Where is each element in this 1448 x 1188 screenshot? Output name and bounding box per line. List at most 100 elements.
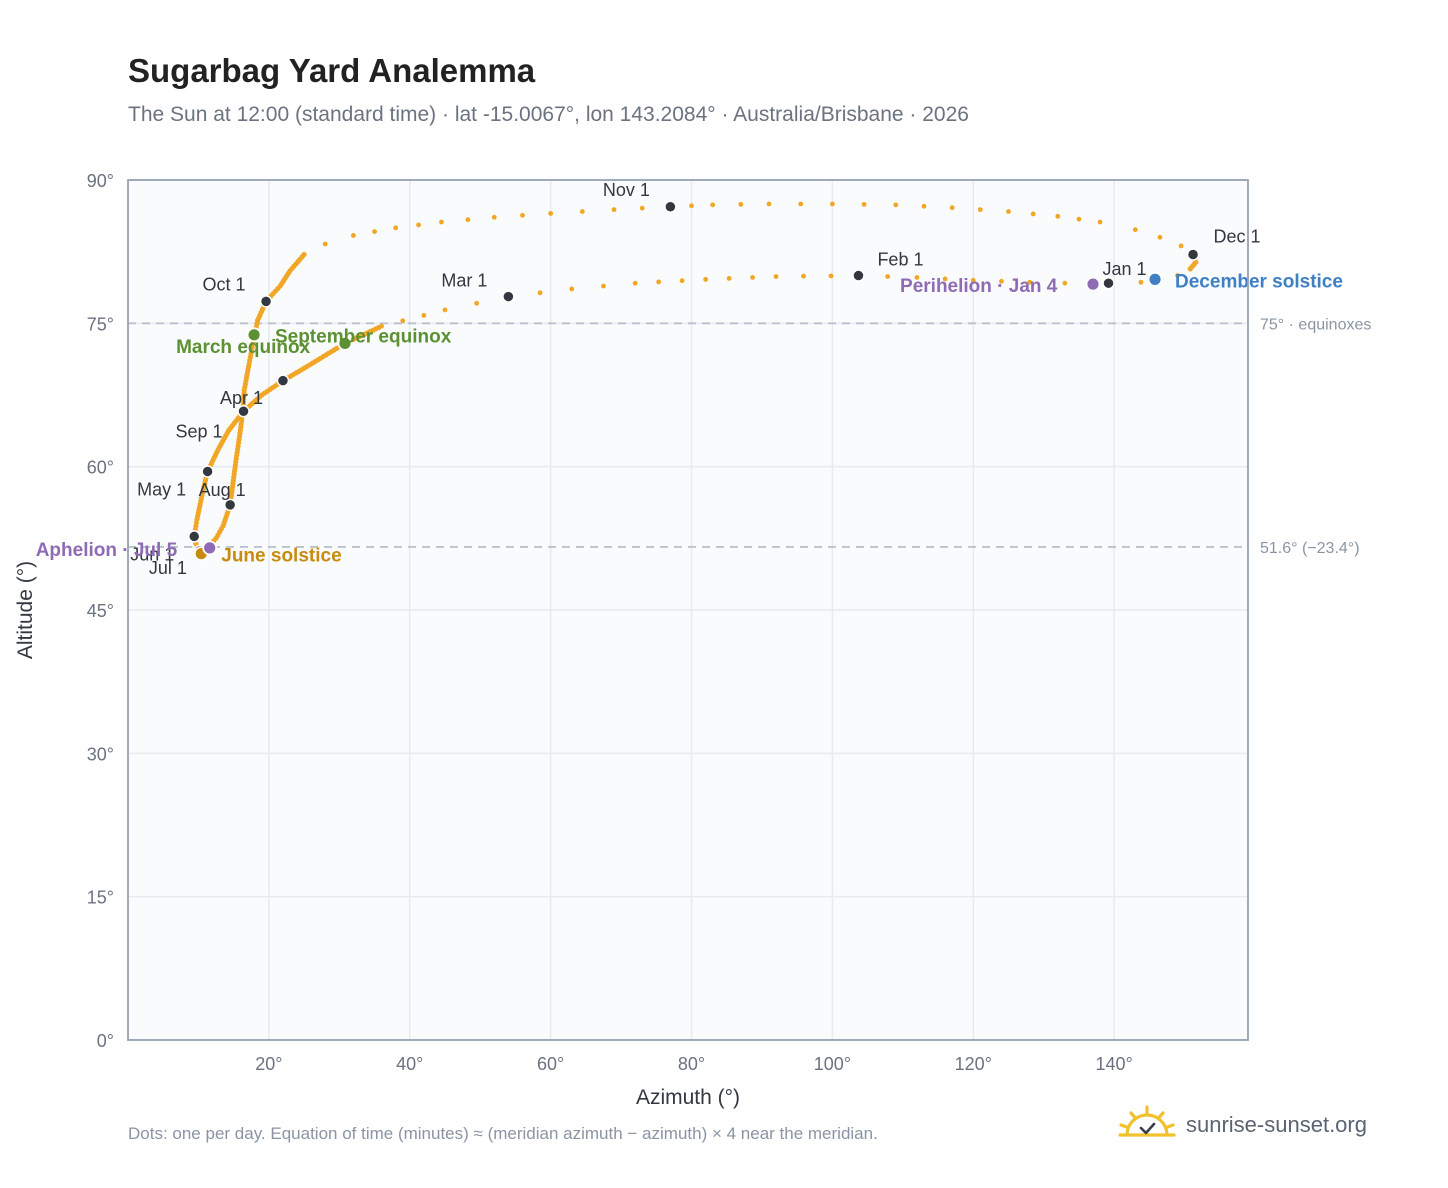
analemma-day-dot [1138, 279, 1144, 285]
brand-name: sunrise-sunset.org [1186, 1112, 1367, 1137]
analemma-day-dot [632, 280, 638, 286]
analemma-day-dot [1006, 209, 1011, 214]
analemma-day-dot [949, 205, 955, 211]
analemma-day-dot [548, 211, 554, 216]
event-marker [246, 327, 262, 343]
analemma-day-dot [703, 276, 709, 282]
analemma-day-dot [611, 207, 617, 213]
analemma-day-dot [322, 241, 328, 247]
analemma-day-dot [738, 201, 744, 207]
month-marker-label: Apr 1 [220, 388, 263, 408]
analemma-day-dot [400, 318, 406, 324]
month-marker-label: Jan 1 [1103, 259, 1147, 279]
analemma-day-dot [766, 201, 772, 207]
x-tick-label: 40° [396, 1054, 423, 1074]
event-label: June solstice [221, 546, 341, 567]
x-tick-label: 60° [537, 1054, 564, 1074]
analemma-day-dot [639, 205, 645, 211]
analemma-day-dot [416, 222, 421, 228]
analemma-day-dot [439, 219, 444, 225]
event-marker [202, 540, 218, 556]
analemma-day-dot [393, 225, 399, 231]
y-axis-label: Altitude (°) [14, 561, 37, 659]
month-marker [187, 530, 201, 543]
y-tick-label: 15° [87, 888, 114, 908]
event-label: March equinox [176, 337, 311, 358]
analemma-day-dot [726, 276, 732, 281]
analemma-day-dot [861, 201, 867, 207]
month-marker [1102, 276, 1115, 290]
analemma-day-dot [830, 201, 835, 207]
analemma-day-dot [885, 274, 891, 279]
analemma-day-dot [1097, 219, 1103, 225]
month-marker [276, 374, 290, 387]
analemma-day-dot [656, 279, 662, 285]
analemma-day-dot [1175, 273, 1180, 278]
analemma-day-dot [421, 312, 427, 318]
analemma-day-dot [801, 273, 806, 279]
analemma-day-dot [893, 202, 899, 208]
x-tick-label: 80° [678, 1054, 705, 1074]
analemma-day-dot [773, 274, 779, 279]
month-marker-label: Oct 1 [203, 274, 246, 294]
month-marker-label: Nov 1 [603, 180, 650, 200]
month-marker-label: Jul 1 [149, 558, 187, 578]
analemma-day-dot [710, 202, 716, 208]
month-marker [237, 404, 250, 418]
event-label: Aphelion · Jul 5 [36, 540, 178, 561]
analemma-day-dot [537, 290, 543, 296]
y-tick-label: 90° [87, 171, 114, 191]
event-marker [1085, 276, 1101, 292]
month-marker-label: Mar 1 [441, 271, 487, 291]
chart-subtitle: The Sun at 12:00 (standard time) · lat -… [128, 103, 969, 126]
analemma-day-dot [442, 307, 448, 313]
month-marker-label: Jun 1 [130, 544, 174, 564]
analemma-day-dot [1027, 279, 1033, 285]
analemma-day-dot [579, 209, 585, 214]
analemma-day-dot [379, 323, 384, 329]
analemma-day-dot [465, 217, 471, 223]
analemma-day-dot [689, 203, 694, 209]
analemma-day-dot [1132, 227, 1138, 233]
analemma-day-dot [601, 283, 606, 289]
analemma-day-dot [1055, 213, 1061, 219]
y-tick-label: 30° [87, 744, 114, 764]
brand-block: sunrise-sunset.org [1118, 1100, 1367, 1150]
month-marker [852, 269, 865, 282]
y-tick-label: 45° [87, 601, 114, 621]
event-label: Perihelion · Jan 4 [900, 276, 1058, 297]
analemma-day-dot [1062, 280, 1068, 286]
analemma-day-dot [1030, 211, 1036, 217]
month-marker [201, 465, 214, 478]
analemma-day-dot [828, 273, 834, 279]
analemma-day-dot [798, 201, 804, 207]
event-label: December solstice [1175, 271, 1343, 292]
y-tick-label: 0° [97, 1031, 114, 1051]
analemma-day-dot [999, 278, 1004, 284]
x-tick-label: 140° [1096, 1054, 1133, 1074]
x-tick-label: 120° [955, 1054, 992, 1074]
month-marker [1186, 248, 1200, 261]
event-label: September equinox [275, 326, 452, 347]
event-marker [1147, 271, 1163, 287]
analemma-day-dot [750, 275, 755, 280]
analemma-day-dot [970, 277, 976, 283]
month-marker [259, 295, 273, 308]
analemma-day-dot [921, 203, 927, 209]
reference-line-label: 51.6° (−23.4°) [1260, 540, 1360, 557]
analemma-day-dot [520, 212, 525, 218]
analemma-day-dot [942, 276, 948, 282]
analemma-day-dot [977, 207, 983, 213]
y-tick-label: 60° [87, 458, 114, 478]
plot-frame [127, 179, 1249, 1041]
month-marker [664, 200, 677, 214]
reference-line-label: 75° · equinoxes [1260, 316, 1371, 333]
chart-title: Sugarbag Yard Analemma [128, 52, 536, 89]
analemma-day-dot [372, 229, 377, 235]
analemma-day-dot [491, 214, 497, 220]
event-marker [337, 335, 353, 351]
month-marker [502, 290, 515, 303]
y-tick-label: 75° [87, 314, 114, 334]
